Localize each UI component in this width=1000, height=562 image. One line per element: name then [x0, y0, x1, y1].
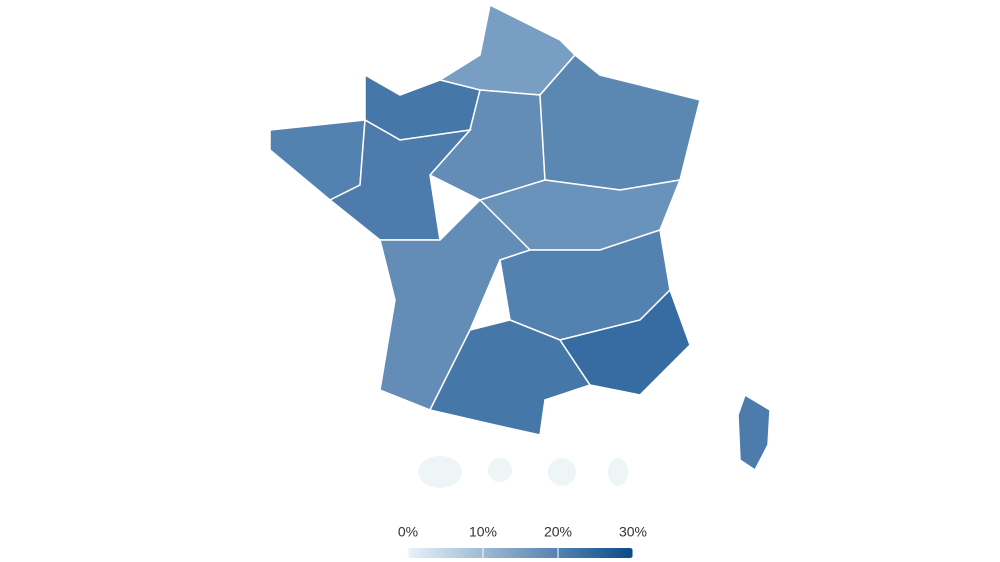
region [269, 119, 366, 201]
colorbar-tick-label: 10% [469, 524, 497, 540]
region [539, 53, 701, 191]
overseas-territory [608, 458, 628, 486]
colorbar-tick-label: 20% [544, 524, 572, 540]
region [737, 393, 771, 472]
overseas-territory [418, 456, 462, 488]
overseas-territory [488, 458, 512, 482]
region [428, 319, 592, 436]
overseas-territory [548, 458, 576, 486]
region [558, 288, 691, 396]
colorbar-tick-label: 30% [619, 524, 647, 540]
regions [269, 3, 771, 472]
overseas [418, 456, 628, 488]
colorbar [408, 548, 633, 558]
colorbar-tick-label: 0% [398, 524, 418, 540]
